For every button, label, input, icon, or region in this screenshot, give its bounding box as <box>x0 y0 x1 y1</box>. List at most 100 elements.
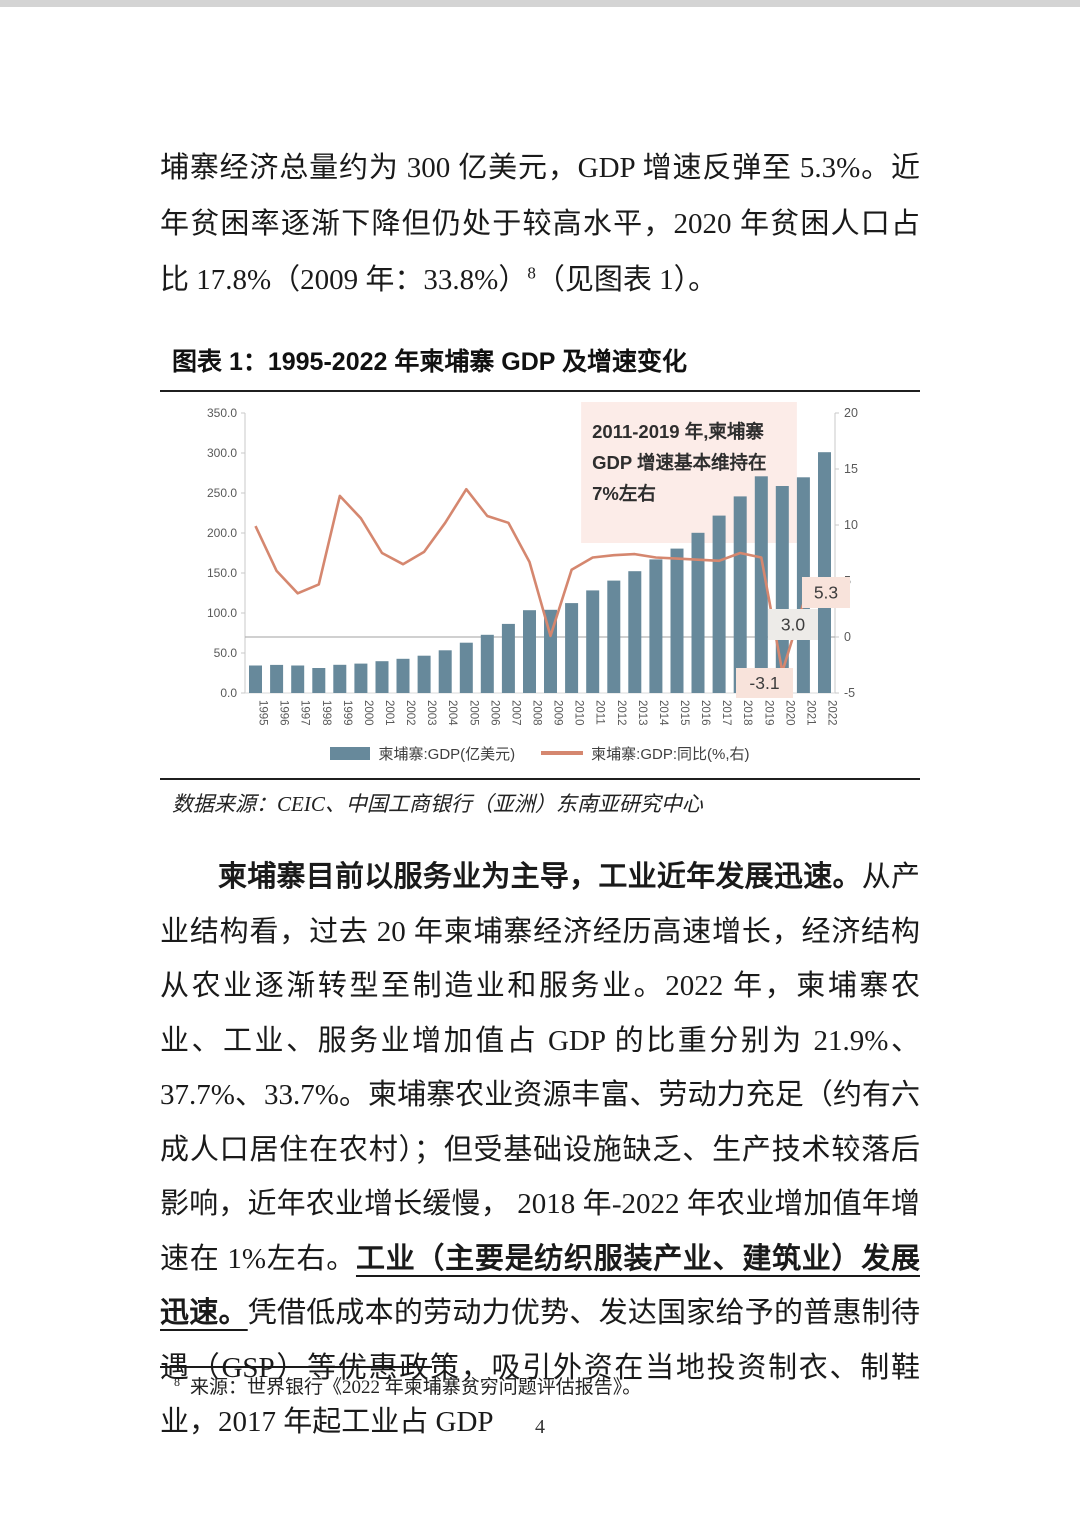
x-label-2021: 2021 <box>804 700 816 726</box>
x-label-2020: 2020 <box>783 700 795 726</box>
gdp-bar-2017 <box>712 515 726 693</box>
x-label-2000: 2000 <box>362 700 374 726</box>
point-label-2020: -3.1 <box>749 673 779 693</box>
gdp-bar-2002 <box>396 658 410 693</box>
point-labels: -3.1 3.0 5.3 <box>736 577 850 698</box>
svg-text:7%左右: 7%左右 <box>592 483 656 504</box>
gdp-bar-2015 <box>670 548 684 693</box>
point-label-box-2021 <box>768 609 818 640</box>
point-label-2021: 3.0 <box>781 615 806 635</box>
body-lead-bold: 柬埔寨目前以服务业为主导，工业近年发展迅速。 <box>218 861 862 893</box>
x-label-2019: 2019 <box>762 700 774 726</box>
x-label-2004: 2004 <box>446 700 458 726</box>
svg-text:15: 15 <box>844 462 858 476</box>
legend-label-growth: 柬埔寨:GDP:同比(%,右) <box>591 745 750 763</box>
svg-text:350.0: 350.0 <box>207 406 237 420</box>
point-label-box-2022 <box>802 577 850 608</box>
page-number: 4 <box>535 1416 545 1438</box>
bar-series-swatch-icon <box>330 746 371 760</box>
footnote-text: 来源：世界银行《2022 年柬埔寨贫穷问题评估报告》。 <box>190 1377 642 1398</box>
footnote: 8 来源：世界银行《2022 年柬埔寨贫穷问题评估报告》。 <box>174 1372 874 1399</box>
figure-title: 图表 1：1995-2022 年柬埔寨 GDP 及增速变化 <box>172 348 687 376</box>
x-axis-labels: 1995 1996 1997 1998 1999 2000 2001 2002 2003 2004… <box>257 700 838 726</box>
x-label-2011: 2011 <box>594 700 606 725</box>
x-label-2002: 2002 <box>404 700 416 726</box>
legend-item-growth: 柬埔寨:GDP:同比(%,右) <box>541 743 750 764</box>
svg-text:GDP 增速基本维持在: GDP 增速基本维持在 <box>592 452 766 473</box>
intro-paragraph: 埔寨经济总量约为 300 亿美元，GDP 增速反弹至 5.3%。近年贫困率逐渐下… <box>160 0 920 308</box>
svg-text:0: 0 <box>844 630 851 644</box>
footnote-divider <box>160 1366 432 1368</box>
figure-bottom-divider <box>160 778 920 780</box>
x-label-2018: 2018 <box>741 700 753 726</box>
gdp-bar-2018 <box>733 496 747 693</box>
x-label-2017: 2017 <box>720 700 732 726</box>
x-label-2005: 2005 <box>467 700 479 726</box>
gdp-bar-2009 <box>544 609 557 693</box>
gdp-bar-1996 <box>270 664 284 693</box>
svg-text:250.0: 250.0 <box>207 486 237 500</box>
line-series-swatch-icon <box>541 751 584 755</box>
x-label-2016: 2016 <box>699 700 711 726</box>
x-label-2014: 2014 <box>657 700 669 726</box>
gdp-bar-1998 <box>312 668 326 693</box>
body-text-2: 凭借低成本的劳动力优势、发达国家给予的普惠制待遇（GSP）等优惠政策，吸引外资在… <box>160 1297 920 1438</box>
gdp-bar-2008 <box>523 610 536 693</box>
x-label-2008: 2008 <box>531 700 543 726</box>
left-axis-ticks: 0.0 50.0 100.0 150.0 200.0 250.0 300.0 350.0 <box>207 406 237 700</box>
gdp-bar-2003 <box>417 655 431 693</box>
right-axis-ticks: -505101520 <box>844 406 858 700</box>
svg-text:0.0: 0.0 <box>220 686 237 700</box>
gdp-bar-2010 <box>565 603 579 693</box>
x-label-1999: 1999 <box>341 700 353 726</box>
chart-legend: 柬埔寨:GDP(亿美元) 柬埔寨:GDP:同比(%,右) <box>160 740 920 766</box>
x-label-2007: 2007 <box>509 700 521 726</box>
svg-text:2011-2019 年,柬埔寨: 2011-2019 年,柬埔寨 <box>592 421 764 442</box>
gdp-bar-2013 <box>628 571 642 693</box>
x-label-2010: 2010 <box>573 700 585 726</box>
svg-text:300.0: 300.0 <box>207 446 237 460</box>
gdp-bar-2004 <box>438 650 452 693</box>
gdp-bar-2020 <box>775 486 789 693</box>
legend-item-gdp: 柬埔寨:GDP(亿美元) <box>330 743 515 764</box>
body-paragraph: 柬埔寨目前以服务业为主导，工业近年发展迅速。从产业结构看，过去 20 年柬埔寨经… <box>160 850 920 1450</box>
svg-text:10: 10 <box>844 518 858 532</box>
x-label-2006: 2006 <box>488 700 500 726</box>
growth-line <box>254 487 826 674</box>
svg-text:-5: -5 <box>844 686 855 700</box>
x-label-2001: 2001 <box>383 700 395 726</box>
gdp-bar-1999 <box>333 664 347 693</box>
body-text-1: 从产业结构看，过去 20 年柬埔寨经济经历高速增长，经济结构从农业逐渐转型至制造… <box>160 861 920 1275</box>
x-label-1997: 1997 <box>299 700 311 726</box>
footnote-number: 8 <box>174 1374 180 1389</box>
gdp-bar-2012 <box>607 580 621 693</box>
page-content: 埔寨经济总量约为 300 亿美元，GDP 增速反弹至 5.3%。近年贫困率逐渐下… <box>160 0 920 1450</box>
svg-text:20: 20 <box>844 406 858 420</box>
gdp-bar-2022 <box>818 452 831 693</box>
gdp-bar-2000 <box>354 663 368 693</box>
gdp-bar-2014 <box>649 559 663 693</box>
footnote-reference: 8 <box>527 263 536 283</box>
gdp-bar-1997 <box>291 665 305 693</box>
point-label-2022: 5.3 <box>814 583 838 603</box>
gdp-bar-2007 <box>501 623 515 693</box>
svg-text:100.0: 100.0 <box>207 606 237 620</box>
figure-block: 0.0 50.0 100.0 150.0 200.0 250.0 300.0 350.0 -5 0… <box>160 398 920 766</box>
data-source: 数据来源：CEIC、中国工商银行（亚洲）东南亚研究中心 <box>172 792 703 816</box>
gdp-growth-chart: 0.0 50.0 100.0 150.0 200.0 250.0 300.0 350.0 -5 0… <box>190 398 890 738</box>
gdp-bar-2016 <box>691 532 705 693</box>
svg-text:200.0: 200.0 <box>207 526 237 540</box>
annotation-text: 2011-2019 年,柬埔寨 GDP 增速基本维持在 7%左右 <box>592 421 766 504</box>
x-label-2022: 2022 <box>826 700 838 726</box>
chart-svg: 0.0 50.0 100.0 150.0 200.0 250.0 300.0 350.0 -5 0… <box>207 402 858 726</box>
gdp-bar-2005 <box>459 642 473 693</box>
page-top-border <box>0 0 1080 7</box>
x-label-1998: 1998 <box>320 700 332 726</box>
gdp-bar-2006 <box>480 634 494 693</box>
x-label-1996: 1996 <box>278 700 290 726</box>
figure-top-divider <box>160 390 920 392</box>
gdp-bar-2019 <box>754 476 768 693</box>
intro-text-cont: （见图表 1）。 <box>535 264 718 296</box>
x-label-2009: 2009 <box>552 700 564 726</box>
gdp-bar-2001 <box>375 661 389 693</box>
